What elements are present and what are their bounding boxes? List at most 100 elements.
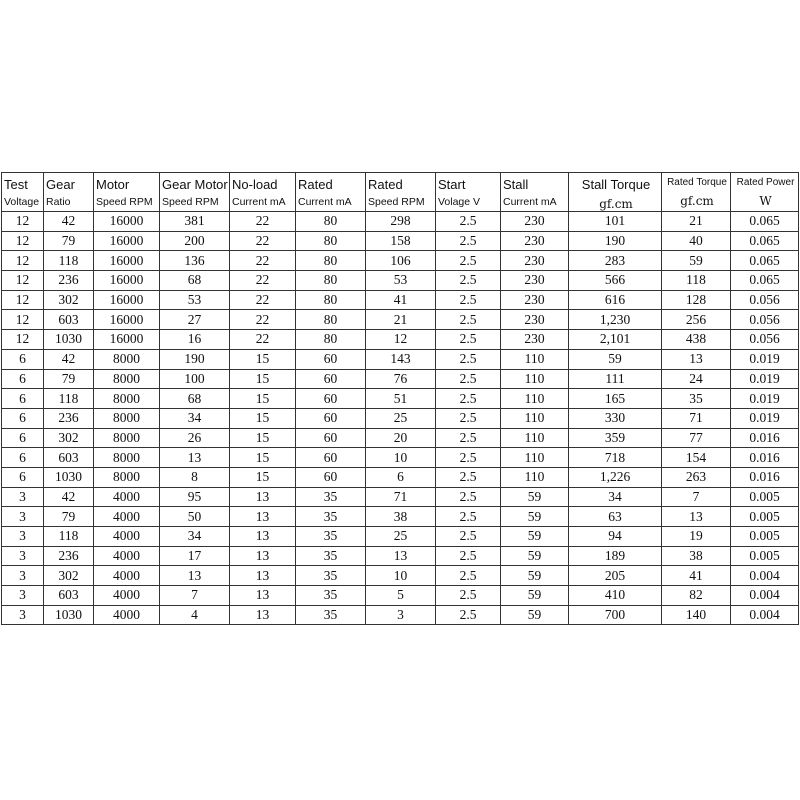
cell-start-voltage: 2.5: [435, 230, 501, 252]
cell-gear-ratio: 118: [43, 388, 94, 409]
header-label: Start: [438, 177, 466, 192]
header-stall-current: Stall Current mA: [500, 172, 569, 212]
header-unit: Speed RPM: [368, 196, 425, 208]
cell-rated-torque: 154: [661, 447, 731, 468]
cell-gear-motor-speed: 68: [159, 270, 230, 291]
cell-motor-speed: 4000: [93, 565, 160, 587]
cell-rated-speed: 12: [365, 329, 436, 350]
cell-stall-current: 59: [500, 506, 569, 527]
cell-no-load-current: 22: [229, 211, 296, 232]
table-row: 12 118 16000 136 22 80 106 2.5 230 283 59 0.065: [1, 250, 799, 272]
cell-rated-power: 0.016: [730, 447, 799, 468]
cell-gear-motor-speed: 34: [159, 407, 230, 429]
cell-rated-current: 35: [295, 486, 366, 508]
cell-start-voltage: 2.5: [435, 506, 501, 527]
cell-test-voltage: 12: [1, 211, 44, 232]
cell-test-voltage: 12: [1, 270, 44, 291]
table-row: 12 236 16000 68 22 80 53 2.5 230 566 118 0.065: [1, 270, 799, 291]
cell-start-voltage: 2.5: [435, 368, 501, 390]
cell-motor-speed: 4000: [93, 545, 160, 567]
cell-rated-speed: 5: [365, 585, 436, 606]
cell-gear-ratio: 236: [43, 270, 94, 291]
cell-start-voltage: 2.5: [435, 270, 501, 291]
cell-no-load-current: 13: [229, 565, 296, 587]
cell-rated-current: 60: [295, 368, 366, 390]
table-row: 12 1030 16000 16 22 80 12 2.5 230 2,101 438 0.056: [1, 329, 799, 350]
cell-rated-current: 60: [295, 348, 366, 370]
table-row: 3 603 4000 7 13 35 5 2.5 59 410 82 0.004: [1, 585, 799, 606]
cell-motor-speed: 16000: [93, 250, 160, 272]
cell-no-load-current: 13: [229, 526, 296, 547]
cell-gear-ratio: 79: [43, 230, 94, 252]
header-label: Rated: [298, 177, 333, 192]
header-label: Gear: [46, 177, 75, 192]
header-label: Stall Torque: [581, 177, 651, 192]
cell-stall-current: 230: [500, 270, 569, 291]
cell-gear-motor-speed: 7: [159, 585, 230, 606]
cell-rated-power: 0.004: [730, 565, 799, 587]
cell-gear-ratio: 79: [43, 506, 94, 527]
cell-rated-torque: 71: [661, 407, 731, 429]
cell-gear-ratio: 1030: [43, 604, 94, 626]
cell-rated-current: 60: [295, 447, 366, 468]
cell-stall-current: 110: [500, 388, 569, 409]
cell-stall-torque: 359: [568, 427, 662, 449]
header-unit: Current mA: [503, 196, 557, 208]
header-unit: gf.cm: [680, 194, 714, 208]
cell-stall-current: 110: [500, 427, 569, 449]
cell-test-voltage: 12: [1, 309, 44, 331]
cell-stall-torque: 1,226: [568, 466, 662, 488]
cell-rated-current: 80: [295, 329, 366, 350]
cell-rated-torque: 118: [661, 270, 731, 291]
header-gear-motor-speed: Gear Motor Speed RPM: [159, 172, 230, 212]
cell-stall-torque: 101: [568, 211, 662, 232]
header-rated-power: Rated Power W: [730, 172, 799, 212]
cell-gear-motor-speed: 8: [159, 466, 230, 488]
cell-gear-ratio: 79: [43, 368, 94, 390]
cell-gear-motor-speed: 50: [159, 506, 230, 527]
cell-motor-speed: 8000: [93, 407, 160, 429]
cell-test-voltage: 6: [1, 407, 44, 429]
cell-rated-speed: 20: [365, 427, 436, 449]
cell-test-voltage: 3: [1, 526, 44, 547]
cell-gear-motor-speed: 190: [159, 348, 230, 370]
cell-rated-current: 80: [295, 289, 366, 311]
cell-stall-current: 59: [500, 565, 569, 587]
cell-gear-ratio: 118: [43, 250, 94, 272]
cell-rated-torque: 82: [661, 585, 731, 606]
cell-no-load-current: 22: [229, 270, 296, 291]
cell-rated-current: 60: [295, 427, 366, 449]
cell-rated-current: 80: [295, 250, 366, 272]
table-row: 12 79 16000 200 22 80 158 2.5 230 190 40 0.065: [1, 230, 799, 252]
cell-start-voltage: 2.5: [435, 604, 501, 626]
cell-gear-motor-speed: 200: [159, 230, 230, 252]
cell-stall-current: 59: [500, 545, 569, 567]
cell-no-load-current: 15: [229, 427, 296, 449]
header-unit: Speed RPM: [96, 196, 153, 208]
cell-rated-speed: 6: [365, 466, 436, 488]
cell-stall-current: 59: [500, 526, 569, 547]
cell-rated-current: 80: [295, 309, 366, 331]
table-row: 6 42 8000 190 15 60 143 2.5 110 59 13 0.019: [1, 348, 799, 370]
table-body: 12 42 16000 381 22 80 298 2.5 230 101 21 0.065 12 79 1…: [1, 211, 799, 626]
header-unit: Current mA: [232, 196, 286, 208]
cell-test-voltage: 3: [1, 506, 44, 527]
table-row: 3 79 4000 50 13 35 38 2.5 59 63 13 0.005: [1, 506, 799, 527]
cell-test-voltage: 6: [1, 427, 44, 449]
cell-start-voltage: 2.5: [435, 388, 501, 409]
cell-gear-ratio: 1030: [43, 466, 94, 488]
header-label: Motor: [96, 177, 130, 192]
cell-start-voltage: 2.5: [435, 545, 501, 567]
cell-gear-ratio: 236: [43, 545, 94, 567]
cell-rated-speed: 53: [365, 270, 436, 291]
cell-rated-current: 35: [295, 585, 366, 606]
cell-rated-power: 0.004: [730, 585, 799, 606]
table-row: 3 236 4000 17 13 35 13 2.5 59 189 38 0.005: [1, 545, 799, 567]
cell-test-voltage: 12: [1, 289, 44, 311]
header-motor-speed: Motor Speed RPM: [93, 172, 160, 212]
cell-start-voltage: 2.5: [435, 348, 501, 370]
cell-start-voltage: 2.5: [435, 211, 501, 232]
cell-gear-ratio: 118: [43, 526, 94, 547]
cell-stall-current: 230: [500, 289, 569, 311]
cell-start-voltage: 2.5: [435, 329, 501, 350]
